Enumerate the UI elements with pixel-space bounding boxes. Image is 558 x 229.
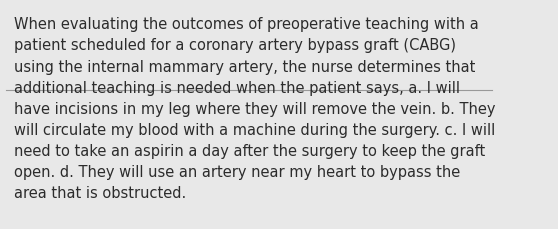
- Text: need to take an aspirin a day after the surgery to keep the graft: need to take an aspirin a day after the …: [14, 143, 485, 158]
- Text: area that is obstructed.: area that is obstructed.: [14, 185, 186, 200]
- Text: have incisions in my leg where they will remove the vein. b. They: have incisions in my leg where they will…: [14, 101, 496, 116]
- Text: will circulate my blood with a machine during the surgery. c. I will: will circulate my blood with a machine d…: [14, 123, 495, 137]
- Text: using the internal mammary artery, the nurse determines that: using the internal mammary artery, the n…: [14, 59, 475, 74]
- Text: additional teaching is needed when the patient says, a. I will: additional teaching is needed when the p…: [14, 80, 460, 95]
- Text: When evaluating the outcomes of preoperative teaching with a: When evaluating the outcomes of preopera…: [14, 17, 479, 32]
- Text: patient scheduled for a coronary artery bypass graft (CABG): patient scheduled for a coronary artery …: [14, 38, 456, 53]
- Text: open. d. They will use an artery near my heart to bypass the: open. d. They will use an artery near my…: [14, 164, 460, 180]
